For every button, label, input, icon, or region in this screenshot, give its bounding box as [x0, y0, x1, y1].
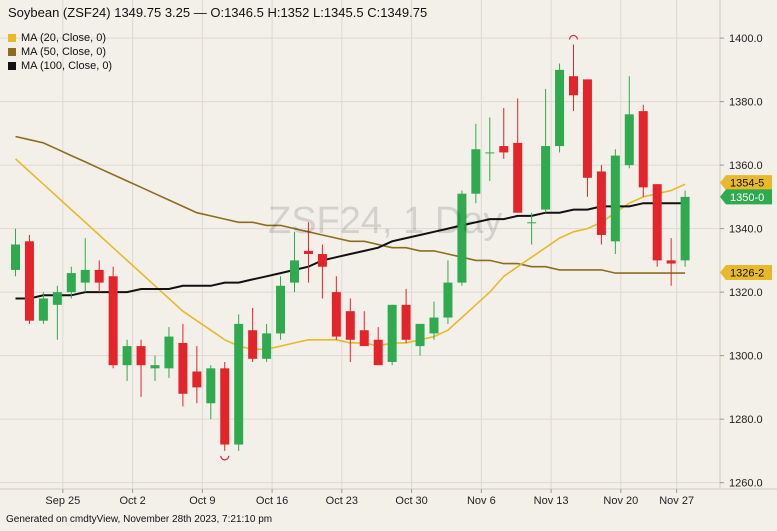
y-tick-label: 1380.0	[729, 97, 763, 109]
candle-body	[94, 269, 104, 283]
candle-body	[569, 76, 578, 96]
legend-item-ma50[interactable]: MA (50, Close, 0)	[8, 45, 112, 59]
candle-body	[443, 282, 453, 318]
y-tick-label: 1280.0	[729, 414, 763, 426]
candle-body	[401, 304, 411, 340]
chart-header: Soybean (ZSF24) 1349.75 3.25 — O:1346.5 …	[8, 5, 428, 20]
candle-body	[596, 171, 606, 235]
candle-body	[652, 184, 662, 261]
candle-body	[680, 196, 690, 261]
price-label-box	[720, 175, 772, 191]
candle-body	[541, 146, 551, 210]
low-marker	[220, 455, 230, 461]
candle-body	[290, 260, 299, 283]
candle-body	[331, 292, 341, 337]
grid-lines	[0, 0, 720, 489]
candle-body	[638, 111, 648, 188]
candle-body	[582, 79, 592, 178]
x-tick-label: Oct 9	[189, 495, 215, 507]
candle-body	[262, 333, 272, 359]
candle-body	[136, 346, 146, 366]
candle-body	[387, 304, 397, 362]
y-tick-label: 1300.0	[729, 351, 763, 363]
y-tick-label: 1360.0	[729, 160, 763, 172]
price-labels: 1354-5 1350-0 1326-2	[720, 175, 772, 280]
legend-item-ma20[interactable]: MA (20, Close, 0)	[8, 31, 112, 45]
candle-body	[610, 155, 620, 242]
candle-body	[192, 371, 202, 388]
x-tick-label: Nov 20	[603, 495, 638, 507]
footer-credit: Generated on cmdtyView, November 28th 20…	[6, 514, 273, 525]
candle-body	[317, 254, 327, 267]
candle-body	[248, 330, 258, 359]
candle-body	[206, 368, 216, 404]
candles	[11, 44, 690, 451]
x-tick-label: Oct 2	[119, 495, 145, 507]
x-tick-label: Oct 16	[256, 495, 288, 507]
y-tick-label: 1400.0	[729, 33, 763, 45]
candle-body	[345, 311, 355, 340]
x-tick-label: Nov 27	[659, 495, 694, 507]
legend-swatch-ma20	[8, 34, 16, 42]
candle-body	[11, 244, 20, 270]
x-axis-ticks: Sep 25 Oct 2 Oct 9 Oct 16 Oct 23 Oct 30 Nov 6 N…	[45, 489, 694, 507]
legend-label-ma100: MA (100, Close, 0)	[21, 60, 113, 72]
candle-body	[108, 276, 118, 366]
y-tick-label: 1320.0	[729, 287, 763, 299]
candle-body	[666, 260, 676, 264]
x-tick-label: Nov 13	[534, 495, 569, 507]
candle-body	[471, 149, 481, 194]
candle-body	[220, 368, 230, 445]
legend-label-ma20: MA (20, Close, 0)	[21, 32, 106, 44]
candle-body	[527, 222, 537, 224]
y-axis-ticks: 1260.0 1280.0 1300.0 1320.0 1340.0 1360.0 1380…	[720, 33, 763, 490]
candle-body	[66, 273, 76, 293]
x-tick-label: Sep 25	[45, 495, 80, 507]
candle-body	[303, 250, 313, 255]
candle-body	[429, 317, 439, 334]
legend-label-ma50: MA (50, Close, 0)	[21, 46, 106, 58]
candle-body	[415, 323, 425, 347]
candle-body	[499, 146, 509, 153]
candle-body	[24, 241, 34, 321]
ma100-line	[15, 202, 686, 300]
candle-body	[164, 336, 174, 369]
candle-body	[52, 292, 62, 305]
price-label-box	[720, 264, 772, 280]
candle-body	[624, 114, 634, 166]
candle-body	[150, 365, 160, 369]
ma50-line	[15, 135, 686, 274]
candle-body	[555, 69, 565, 147]
candle-body	[485, 152, 495, 154]
candle-body	[122, 346, 132, 366]
price-label-box	[720, 189, 772, 205]
x-tick-label: Oct 30	[395, 495, 427, 507]
candle-body	[276, 285, 286, 334]
x-tick-label: Nov 6	[467, 495, 496, 507]
candle-body	[178, 342, 188, 394]
candle-body	[373, 339, 383, 366]
price-label-text: 1350-0	[730, 192, 764, 204]
candle-body	[234, 323, 244, 445]
y-tick-label: 1260.0	[729, 478, 763, 490]
legend: MA (20, Close, 0) MA (50, Close, 0) MA (…	[8, 31, 112, 73]
legend-swatch-ma50	[8, 48, 16, 56]
legend-swatch-ma100	[8, 62, 16, 70]
candle-body	[80, 269, 90, 283]
y-tick-label: 1340.0	[729, 224, 763, 236]
price-label-text: 1354-5	[730, 178, 764, 190]
x-tick-label: Oct 23	[326, 495, 358, 507]
price-label-text: 1326-2	[730, 267, 764, 279]
high-marker	[568, 34, 579, 40]
candle-body	[513, 142, 523, 213]
legend-item-ma100[interactable]: MA (100, Close, 0)	[8, 59, 112, 73]
candle-body	[38, 298, 48, 321]
extreme-markers	[220, 34, 579, 461]
candle-body	[359, 330, 369, 347]
candle-body	[457, 193, 467, 283]
